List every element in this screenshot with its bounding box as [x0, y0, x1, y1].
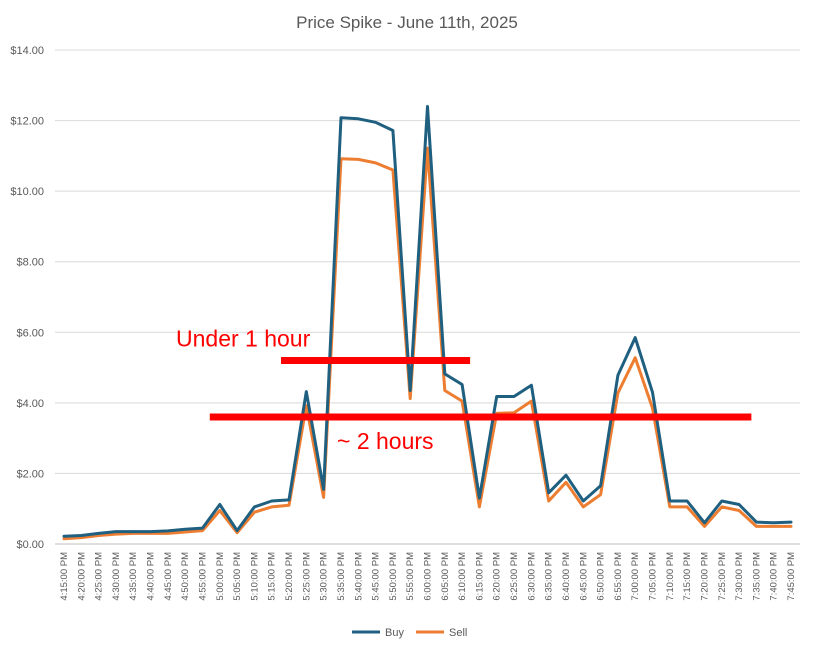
y-tick-label: $6.00 — [16, 327, 44, 339]
x-tick-label: 7:25:00 PM — [717, 552, 728, 601]
x-tick-label: 7:10:00 PM — [665, 552, 676, 601]
series-line-buy — [62, 105, 793, 538]
x-tick-label: 7:30:00 PM — [734, 552, 745, 601]
x-tick-label: 6:50:00 PM — [596, 552, 607, 601]
y-tick-label: $14.00 — [10, 45, 44, 57]
x-tick-label: 6:20:00 PM — [492, 552, 503, 601]
x-tick-label: 5:05:00 PM — [232, 552, 243, 601]
x-tick-label: 5:55:00 PM — [405, 552, 416, 601]
annotation-label: Under 1 hour — [176, 326, 311, 352]
x-tick-label: 5:25:00 PM — [301, 552, 312, 601]
x-tick-label: 4:50:00 PM — [180, 552, 191, 601]
x-tick-label: 7:45:00 PM — [786, 552, 797, 601]
x-tick-label: 6:10:00 PM — [457, 552, 468, 601]
x-tick-label: 6:15:00 PM — [474, 552, 485, 601]
x-tick-label: 7:20:00 PM — [699, 552, 710, 601]
x-tick-label: 4:40:00 PM — [146, 552, 157, 601]
x-tick-label: 7:35:00 PM — [751, 552, 762, 601]
x-tick-label: 5:40:00 PM — [353, 552, 364, 601]
x-tick-label: 4:15:00 PM — [59, 552, 70, 601]
x-tick-label: 6:55:00 PM — [613, 552, 624, 601]
x-tick-label: 6:40:00 PM — [561, 552, 572, 601]
x-tick-label: 7:15:00 PM — [682, 552, 693, 601]
x-tick-label: 5:10:00 PM — [249, 552, 260, 601]
x-tick-label: 5:20:00 PM — [284, 552, 295, 601]
y-tick-label: $12.00 — [10, 116, 44, 128]
x-tick-label: 5:30:00 PM — [319, 552, 330, 601]
annotation-label: ~ 2 hours — [337, 428, 434, 454]
x-tick-label: 5:00:00 PM — [215, 552, 226, 601]
x-tick-label: 5:45:00 PM — [371, 552, 382, 601]
x-tick-label: 4:25:00 PM — [94, 552, 105, 601]
y-tick-label: $10.00 — [10, 186, 44, 198]
y-tick-label: $0.00 — [16, 539, 44, 551]
chart-title: Price Spike - June 11th, 2025 — [296, 13, 518, 32]
x-axis-ticks: 4:15:00 PM 4:20:00 PM 4:25:00 PM 4:30:00 PM… — [59, 552, 797, 601]
x-tick-label: 6:45:00 PM — [578, 552, 589, 601]
x-tick-label: 4:45:00 PM — [163, 552, 174, 601]
x-tick-label: 6:35:00 PM — [544, 552, 555, 601]
y-tick-label: $2.00 — [16, 468, 44, 480]
x-tick-label: 5:50:00 PM — [388, 552, 399, 601]
x-tick-label: 7:40:00 PM — [769, 552, 780, 601]
annotations: Under 1 hour ~ 2 hours — [176, 326, 752, 454]
x-tick-label: 4:35:00 PM — [128, 552, 139, 601]
series-line-sell — [62, 146, 793, 541]
x-tick-label: 4:20:00 PM — [76, 552, 87, 601]
legend: Buy Sell — [352, 627, 467, 639]
x-tick-label: 6:00:00 PM — [423, 552, 434, 601]
x-tick-label: 6:05:00 PM — [440, 552, 451, 601]
legend-label: Sell — [449, 627, 467, 639]
gridlines — [55, 49, 800, 545]
x-tick-label: 7:00:00 PM — [630, 552, 641, 601]
y-axis-ticks: $0.00 $2.00 $4.00 $6.00 $8.00 $10.00 $12.00 $14… — [10, 45, 44, 551]
y-tick-label: $4.00 — [16, 398, 44, 410]
series-lines — [62, 105, 793, 541]
y-tick-label: $8.00 — [16, 257, 44, 269]
x-tick-label: 4:55:00 PM — [197, 552, 208, 601]
legend-label: Buy — [385, 627, 404, 639]
x-tick-label: 6:25:00 PM — [509, 552, 520, 601]
x-tick-label: 5:15:00 PM — [267, 552, 278, 601]
x-tick-label: 7:05:00 PM — [648, 552, 659, 601]
x-tick-label: 4:30:00 PM — [111, 552, 122, 601]
x-tick-label: 6:30:00 PM — [526, 552, 537, 601]
x-tick-label: 5:35:00 PM — [336, 552, 347, 601]
